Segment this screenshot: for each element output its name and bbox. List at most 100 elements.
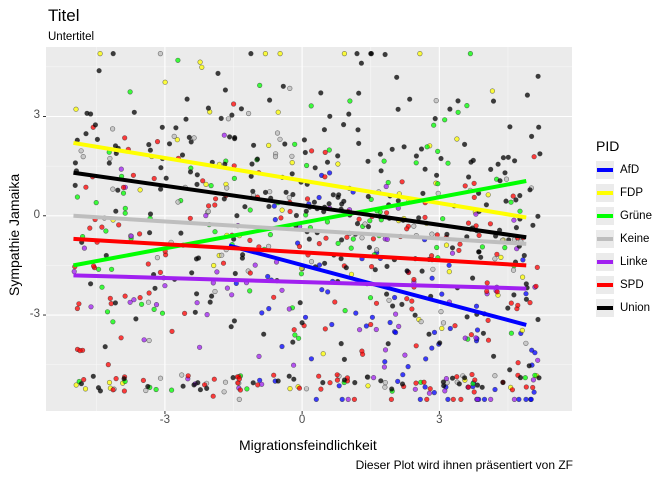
data-point-afd [387,319,393,326]
data-point-union [145,383,151,390]
legend-key [596,206,614,225]
data-point-union [505,305,511,311]
data-point-grüne [455,109,461,115]
data-point-spd [211,376,217,382]
data-point-union [394,74,400,80]
data-point-afd [405,364,411,370]
data-point-union [173,125,179,131]
data-point-union [511,158,518,164]
data-point-union [195,380,201,386]
data-point-afd [393,329,399,336]
data-point-fdp [439,325,445,332]
data-point-union [147,230,153,236]
data-point-union [497,178,503,184]
data-point-union [535,316,541,323]
data-point-keine [110,186,116,192]
data-point-spd [344,234,350,240]
data-point-keine [362,221,368,227]
data-point-afd [445,396,451,403]
data-point-grüne [435,148,441,154]
data-point-grüne [292,332,298,338]
data-point-spd [122,293,128,299]
data-point-afd [313,396,319,403]
data-point-union [382,51,388,58]
data-point-union [434,172,440,178]
data-point-fdp [289,160,295,166]
data-point-union [327,113,333,119]
data-point-spd [316,241,322,247]
data-point-union [207,299,213,305]
data-point-spd [140,377,146,384]
data-point-fdp [454,136,460,142]
data-point-linke [402,352,408,358]
data-point-union [480,330,487,336]
data-point-union [503,198,509,204]
data-point-keine [359,235,365,241]
data-point-spd [120,184,127,190]
data-point-fdp [417,50,423,57]
data-point-afd [429,345,435,351]
y-tick-label: -3 [29,308,40,321]
data-point-union [121,376,127,382]
data-point-union [159,124,165,130]
data-point-spd [74,305,80,312]
legend-item-union: Union [596,296,652,319]
data-point-union [341,377,348,383]
data-point-fdp [489,88,496,94]
data-point-spd [413,380,419,386]
data-point-fdp [335,161,341,167]
data-point-union [447,106,453,112]
data-point-afd [392,294,398,301]
data-point-linke [286,306,292,312]
data-point-keine [492,256,498,262]
data-point-keine [438,309,444,315]
data-point-spd [334,372,340,378]
data-point-union [112,143,119,149]
data-point-spd [484,280,490,286]
data-point-linke [204,312,210,318]
data-point-grüne [74,194,80,200]
data-point-spd [472,377,478,383]
data-point-union [395,198,401,204]
data-point-keine [429,231,435,237]
data-point-union [422,166,428,172]
legend-key [596,252,614,271]
x-tick-label: 3 [436,414,443,426]
data-point-spd [465,384,472,390]
data-point-union [290,191,296,198]
data-point-spd [465,220,472,226]
data-point-union [112,300,118,306]
data-point-linke [252,262,258,268]
data-point-spd [318,386,324,392]
data-point-union [222,87,228,93]
data-point-afd [439,291,445,297]
data-point-keine [382,380,388,386]
data-point-union [523,281,529,287]
data-point-union [194,172,200,178]
data-point-grüne [348,245,354,251]
data-point-afd [316,194,322,201]
data-point-union [339,201,345,207]
data-point-union [186,134,192,140]
data-point-linke [511,396,518,403]
legend-item-linke: Linke [596,250,652,273]
data-point-spd [427,386,433,392]
data-point-union [194,181,200,187]
data-point-spd [87,225,93,231]
data-point-union [291,376,297,382]
data-point-spd [471,194,477,200]
data-point-union [416,215,422,221]
data-point-union [234,213,240,219]
data-point-union [378,168,384,174]
data-point-spd [108,301,114,307]
data-point-fdp [279,207,285,213]
data-point-union [513,197,519,203]
data-point-afd [531,389,537,395]
data-point-afd [474,327,481,333]
data-point-spd [231,101,237,107]
data-point-union [194,291,200,297]
data-point-fdp [137,187,143,193]
data-point-linke [131,297,137,303]
data-point-union [356,90,362,96]
data-point-linke [221,132,227,138]
